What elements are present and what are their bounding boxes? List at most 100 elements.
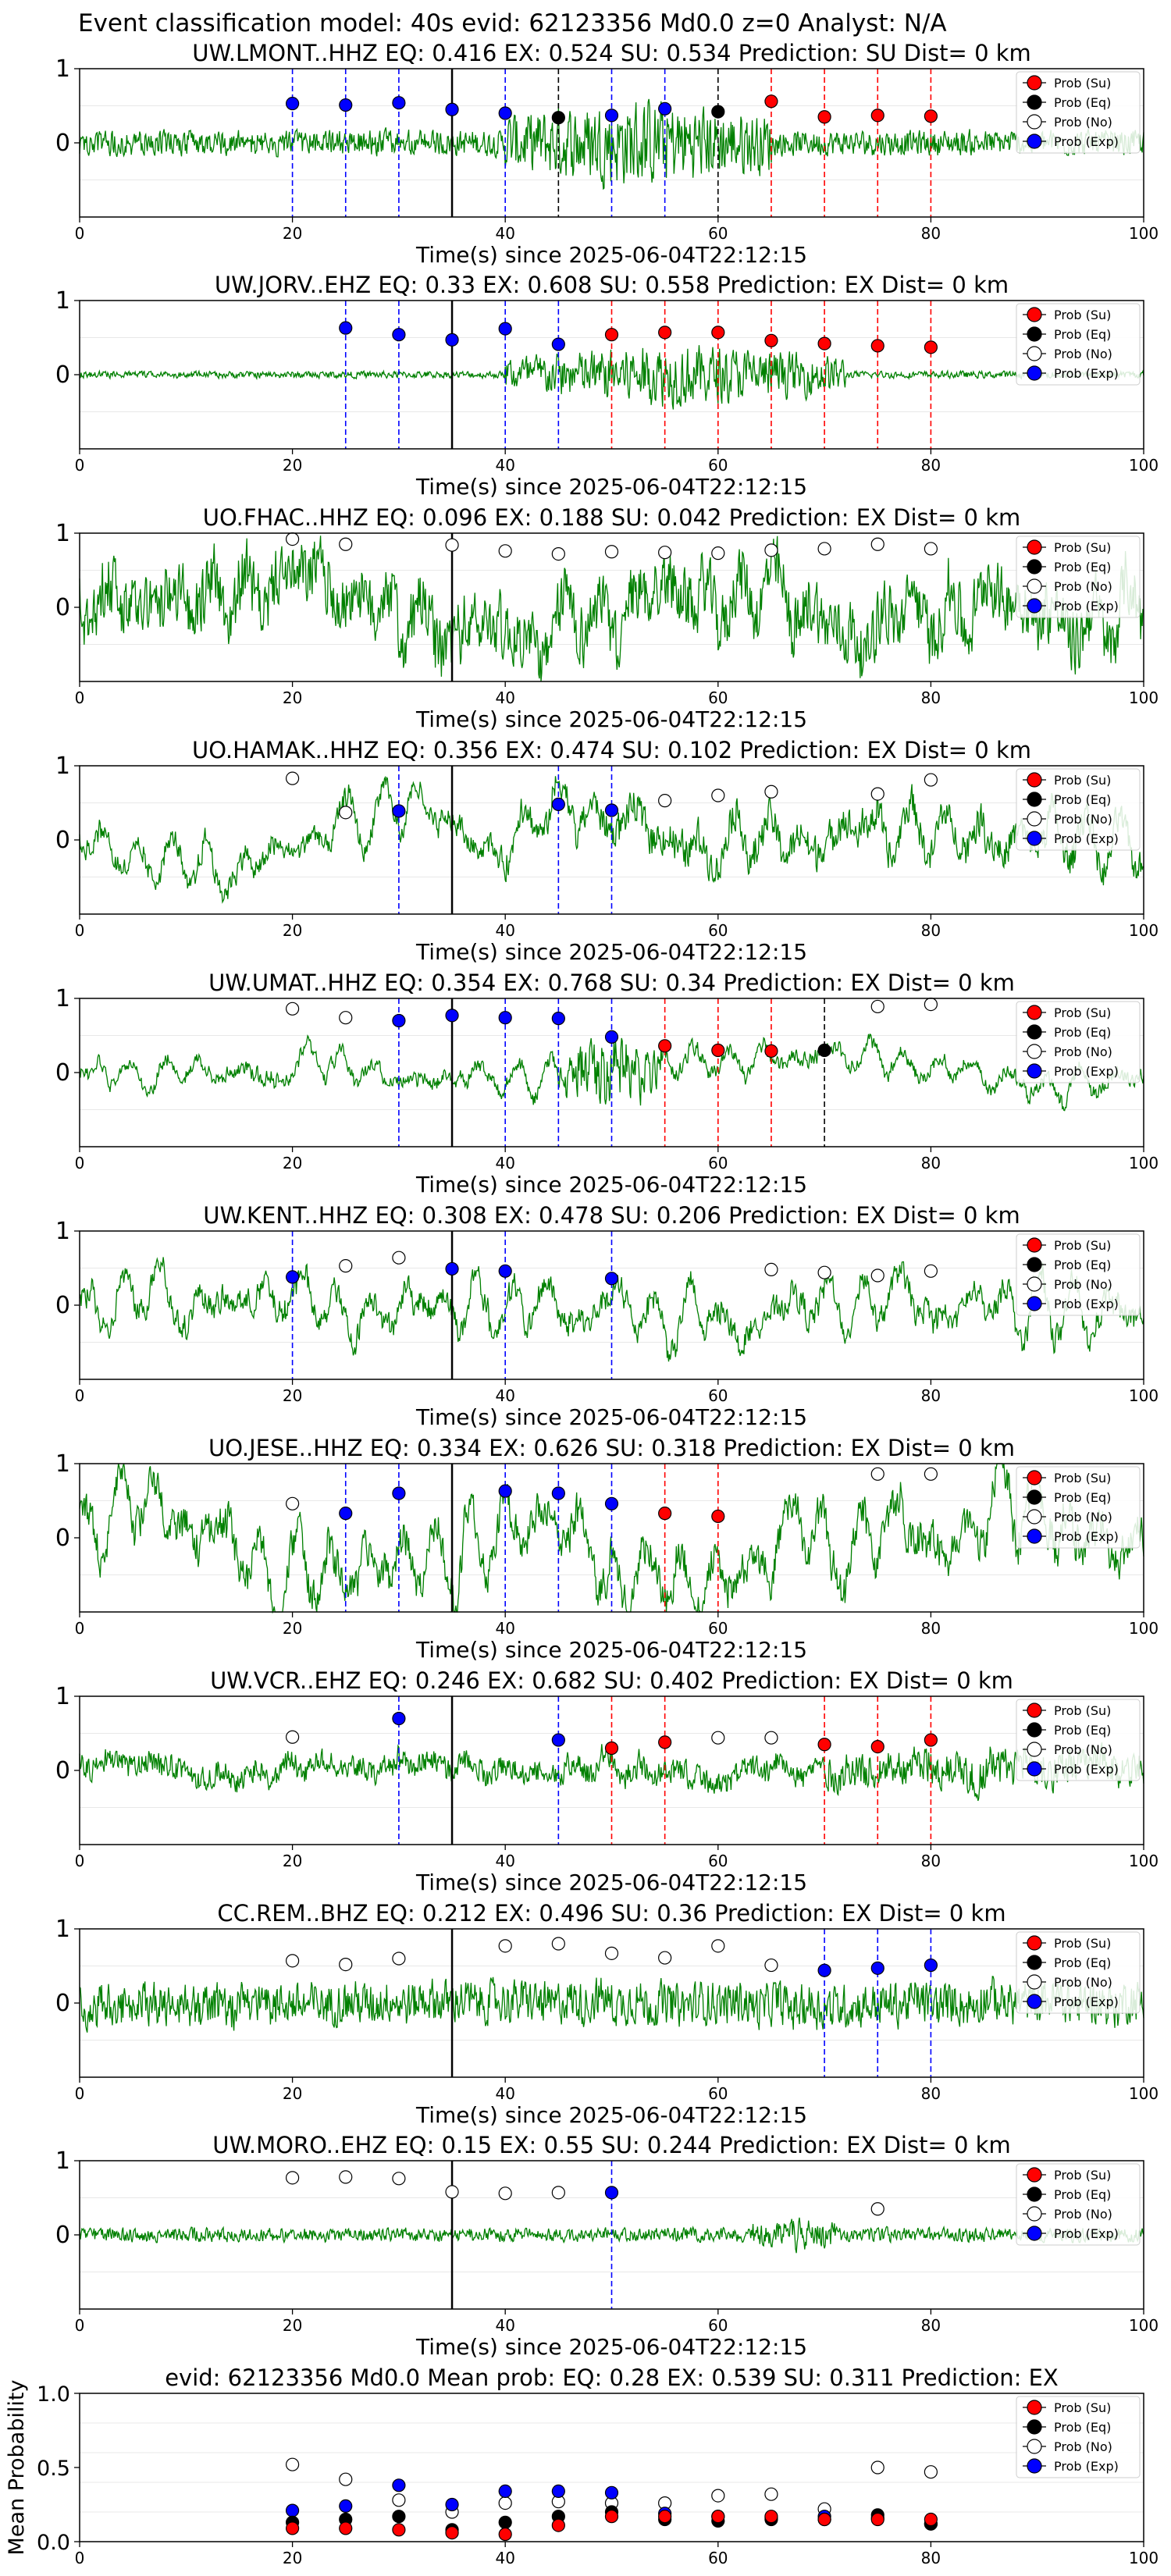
prob-marker-su	[764, 94, 778, 109]
mean-prob-marker-exp	[551, 2484, 565, 2498]
legend-box	[1016, 1466, 1141, 1549]
prob-marker-su	[764, 333, 778, 347]
panel-8: UW.VCR..EHZ EQ: 0.246 EX: 0.682 SU: 0.40…	[55, 1667, 1159, 1895]
prob-marker-su	[817, 336, 831, 350]
prob-marker-exp	[870, 1961, 884, 1975]
y-tick-label: 0	[55, 1990, 70, 2017]
prob-marker-no	[551, 546, 565, 561]
waveform-trace	[79, 1976, 1144, 2033]
mean-prob-marker-no	[339, 2472, 353, 2486]
waveform-trace	[79, 535, 1144, 682]
prob-marker-no	[870, 787, 884, 801]
legend-label-su: Prob (Su)	[1054, 308, 1111, 322]
prob-marker-exp	[551, 1012, 565, 1026]
prob-marker-no	[711, 546, 725, 560]
panel-title: UW.VCR..EHZ EQ: 0.246 EX: 0.682 SU: 0.40…	[210, 1667, 1013, 1694]
prob-marker-su	[924, 1733, 938, 1747]
legend-label-su: Prob (Su)	[1054, 2168, 1111, 2183]
prob-marker-no	[870, 999, 884, 1014]
mean-prob-marker-no	[870, 2460, 884, 2475]
legend-label-exp: Prob (Exp)	[1054, 599, 1119, 614]
legend-marker-eq	[1027, 94, 1042, 110]
panel-6: UW.KENT..HHZ EQ: 0.308 EX: 0.478 SU: 0.2…	[55, 1202, 1159, 1430]
x-tick-label: 0	[75, 1852, 85, 1870]
legend-label-no: Prob (No)	[1054, 1742, 1112, 1757]
prob-marker-exp	[924, 1958, 938, 1973]
mean-prob-marker-eq	[498, 2515, 512, 2529]
prob-marker-su	[817, 110, 831, 124]
legend-label-su: Prob (Su)	[1054, 76, 1111, 91]
legend-marker-exp	[1027, 133, 1042, 149]
x-tick-label: 20	[283, 1852, 302, 1870]
legend-label-no: Prob (No)	[1054, 579, 1112, 594]
mean-prob-marker-su	[339, 2521, 353, 2535]
panel-title: UW.LMONT..HHZ EQ: 0.416 EX: 0.524 SU: 0.…	[192, 40, 1031, 66]
x-tick-label: 0	[75, 688, 85, 707]
mean-prob-marker-su	[445, 2526, 459, 2540]
y-tick-label: 1.0	[37, 2382, 70, 2407]
y-tick-label: 0	[55, 827, 70, 854]
panel-title: UW.KENT..HHZ EQ: 0.308 EX: 0.478 SU: 0.2…	[203, 1202, 1020, 1229]
legend-marker-su	[1027, 2167, 1042, 2183]
prob-marker-no	[711, 1939, 725, 1953]
mean-prob-marker-su	[711, 2510, 725, 2524]
prob-marker-exp	[604, 1030, 619, 1044]
legend-label-exp: Prob (Exp)	[1054, 831, 1119, 846]
mean-prob-marker-exp	[392, 2478, 406, 2492]
x-tick-label: 100	[1129, 2316, 1159, 2335]
prob-marker-no	[924, 542, 938, 556]
legend-label-su: Prob (Su)	[1054, 1471, 1111, 1485]
prob-marker-exp	[658, 101, 672, 116]
prob-marker-su	[604, 1741, 619, 1756]
prob-marker-no	[924, 1264, 938, 1278]
prob-marker-no	[870, 1467, 884, 1481]
prob-marker-no	[445, 538, 459, 552]
mean-prob-marker-su	[924, 2512, 938, 2527]
legend-label-eq: Prob (Eq)	[1054, 95, 1111, 110]
legend-marker-exp	[1027, 831, 1042, 846]
prob-marker-no	[392, 2172, 406, 2186]
prob-marker-no	[604, 545, 619, 559]
y-tick-label: 1	[55, 2147, 70, 2175]
legend-label-no: Prob (No)	[1054, 1510, 1112, 1525]
prob-marker-su	[711, 326, 725, 340]
prob-marker-su	[711, 1509, 725, 1524]
prob-marker-exp	[286, 97, 300, 111]
y-tick-label: 0.0	[37, 2531, 70, 2555]
x-tick-label: 40	[495, 688, 514, 707]
prob-marker-no	[817, 1265, 831, 1279]
legend-marker-su	[1027, 1470, 1042, 1485]
x-tick-label: 100	[1129, 1154, 1159, 1172]
prob-marker-no	[286, 1954, 300, 1968]
prob-marker-no	[339, 1259, 353, 1273]
x-tick-label: 80	[921, 456, 941, 475]
mean-prob-marker-su	[817, 2512, 831, 2527]
prob-marker-exp	[392, 96, 406, 110]
prob-marker-no	[764, 1262, 778, 1277]
x-tick-label: 0	[75, 1386, 85, 1405]
y-tick-label: 1	[55, 1450, 70, 1478]
prob-marker-no	[339, 1958, 353, 1972]
x-tick-label: 60	[708, 688, 728, 707]
x-tick-label: 40	[495, 2084, 514, 2103]
prob-marker-exp	[551, 337, 565, 351]
x-tick-label: 80	[921, 1386, 941, 1405]
x-tick-label: 20	[283, 2549, 302, 2567]
x-axis-label: Time(s) since 2025-06-04T22:12:15	[415, 2102, 807, 2128]
prob-marker-exp	[339, 98, 353, 112]
legend-marker-su	[1027, 2400, 1042, 2415]
x-tick-label: 100	[1129, 1386, 1159, 1405]
legend-marker-exp	[1027, 365, 1042, 381]
x-axis-label: Time(s) since 2025-06-04T22:12:15	[415, 242, 807, 268]
mean-prob-marker-exp	[498, 2484, 512, 2498]
prob-marker-no	[604, 1946, 619, 1960]
legend-label-exp: Prob (Exp)	[1054, 1297, 1119, 1311]
x-tick-label: 80	[921, 1154, 941, 1172]
prob-marker-exp	[498, 322, 512, 336]
y-axis-label: Mean Probability	[5, 2380, 29, 2556]
prob-marker-no	[924, 773, 938, 787]
legend-box	[1016, 1001, 1141, 1083]
x-tick-label: 0	[75, 2549, 85, 2567]
legend-marker-exp	[1027, 1761, 1042, 1777]
